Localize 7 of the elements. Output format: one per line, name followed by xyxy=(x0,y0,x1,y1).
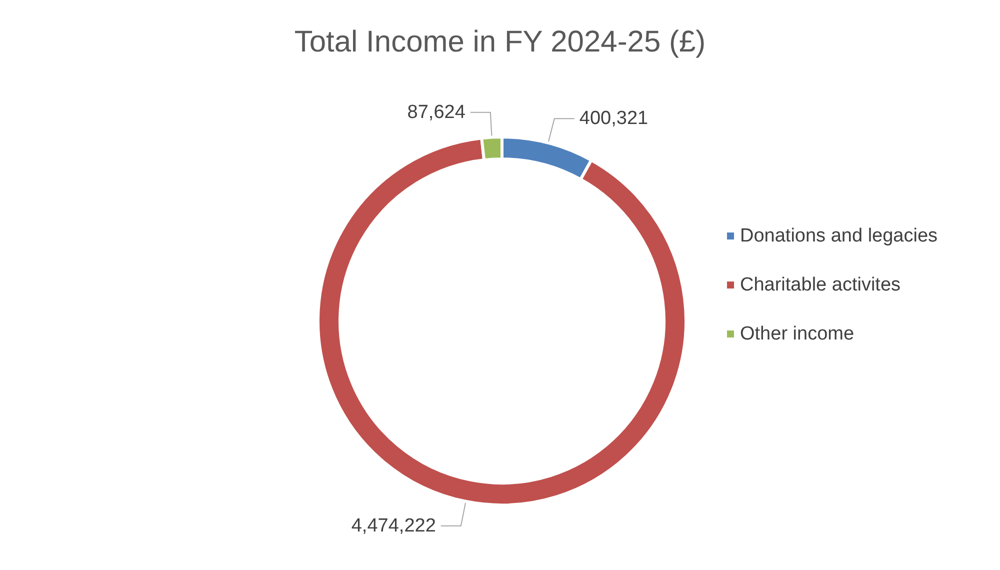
legend-label: Charitable activites xyxy=(740,274,901,296)
data-label: 87,624 xyxy=(407,102,466,123)
legend-label: Donations and legacies xyxy=(740,226,938,246)
chart-title: Total Income in FY 2024-25 (£) xyxy=(294,26,706,58)
data-label: 400,321 xyxy=(579,108,648,130)
data-label: 4,474,222 xyxy=(351,515,436,536)
legend-label: Other income xyxy=(740,324,854,344)
